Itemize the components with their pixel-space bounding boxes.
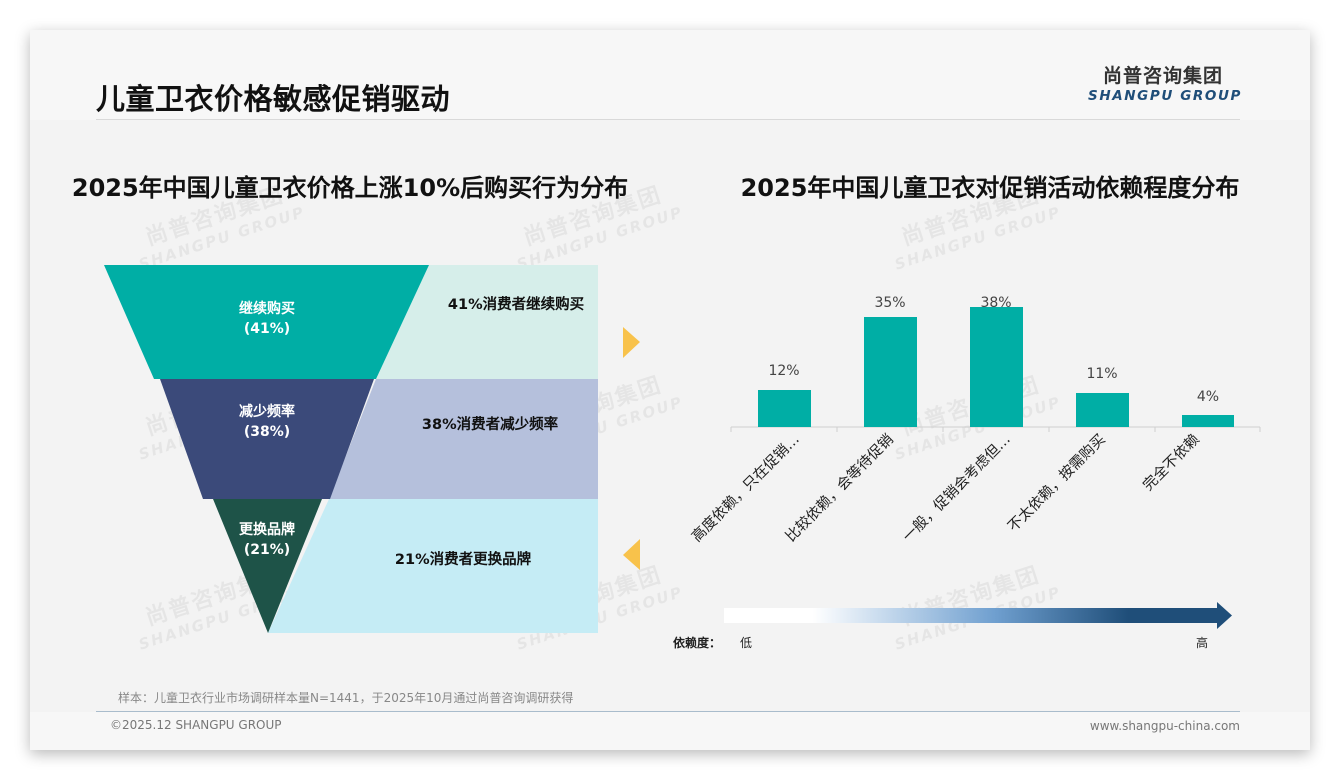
gradient-arrow-head-icon [1217, 602, 1232, 629]
funnel-note-1: 41%消费者继续购买 [448, 295, 584, 313]
funnel-segment-3 [213, 499, 322, 633]
bar-1-value: 12% [768, 363, 799, 379]
funnel-segment-2-name: 减少频率 [239, 403, 295, 420]
bar-chart: 12% 35% 38% 11% 4% 高度依赖，只在促销… 比较依赖，会等待促销… [688, 295, 1261, 629]
bar-2 [864, 317, 917, 427]
bar-2-category: 比较依赖，会等待促销 [782, 430, 897, 545]
arrow-left-marker-icon [623, 539, 640, 570]
funnel-segment-3-pct: (21%) [244, 542, 290, 558]
bar-3 [970, 307, 1023, 427]
bar-3-value: 38% [980, 295, 1011, 311]
bar-3-category: 一般，促销会考虑但… [899, 431, 1014, 546]
funnel-chart: 继续购买 (41%) 减少频率 (38%) 更换品牌 (21%) 41%消费者继… [104, 265, 640, 633]
bar-5-value: 4% [1197, 389, 1219, 405]
funnel-panel-1 [376, 265, 598, 379]
logo-cn-text: 尚普咨询集团 [1102, 65, 1223, 87]
footer-band [30, 712, 1310, 750]
bar-1-category: 高度依赖，只在促销… [688, 431, 803, 546]
copyright-text: ©2025.12 SHANGPU GROUP [110, 718, 282, 732]
bar-2-value: 35% [874, 295, 905, 311]
bar-5 [1182, 415, 1234, 427]
bar-4 [1076, 393, 1129, 427]
dependency-high-label: 高 [1196, 636, 1209, 650]
sample-footnote: 样本：儿童卫衣行业市场调研样本量N=1441，于2025年10月通过尚普咨询调研… [118, 691, 574, 705]
bar-5-category: 完全不依赖 [1139, 430, 1203, 494]
dependency-scale-label: 依赖度： [673, 636, 722, 650]
funnel-segment-1-name: 继续购买 [239, 300, 295, 317]
funnel-panel-3 [268, 499, 598, 633]
funnel-segment-1 [104, 265, 429, 379]
logo-en-text: SHANGPU GROUP [1088, 88, 1243, 104]
company-logo: 尚普咨询集团 SHANGPU GROUP [1088, 64, 1243, 104]
arrow-right-marker-icon [623, 327, 640, 358]
slide: 尚普咨询集团 SHANGPU GROUP 尚普咨询集团 SHANGPU GROUP … [30, 30, 1310, 750]
funnel-note-3: 21%消费者更换品牌 [395, 550, 532, 568]
bar-4-value: 11% [1086, 366, 1117, 382]
funnel-segment-1-pct: (41%) [244, 321, 290, 337]
left-chart-title: 2025年中国儿童卫衣价格上涨10%后购买行为分布 [71, 174, 629, 202]
funnel-panel-2 [329, 379, 598, 499]
website-link[interactable]: www.shangpu-china.com [1089, 719, 1240, 733]
header-band [30, 30, 1310, 120]
right-chart-title: 2025年中国儿童卫衣对促销活动依赖程度分布 [740, 174, 1240, 202]
funnel-segment-3-name: 更换品牌 [239, 521, 295, 538]
funnel-note-2: 38%消费者减少频率 [422, 415, 559, 433]
title-divider [96, 119, 1240, 120]
funnel-segment-2-pct: (38%) [244, 424, 290, 440]
axis-ticks [730, 427, 1261, 432]
page-title: 儿童卫衣价格敏感促销驱动 [96, 82, 451, 116]
footer-divider [96, 711, 1240, 712]
dependency-gradient-bar [724, 608, 1217, 623]
bar-1 [758, 390, 811, 427]
dependency-low-label: 低 [740, 636, 753, 650]
bar-4-category: 不太依赖，按需购买 [1005, 431, 1109, 535]
funnel-segment-2 [160, 379, 374, 499]
